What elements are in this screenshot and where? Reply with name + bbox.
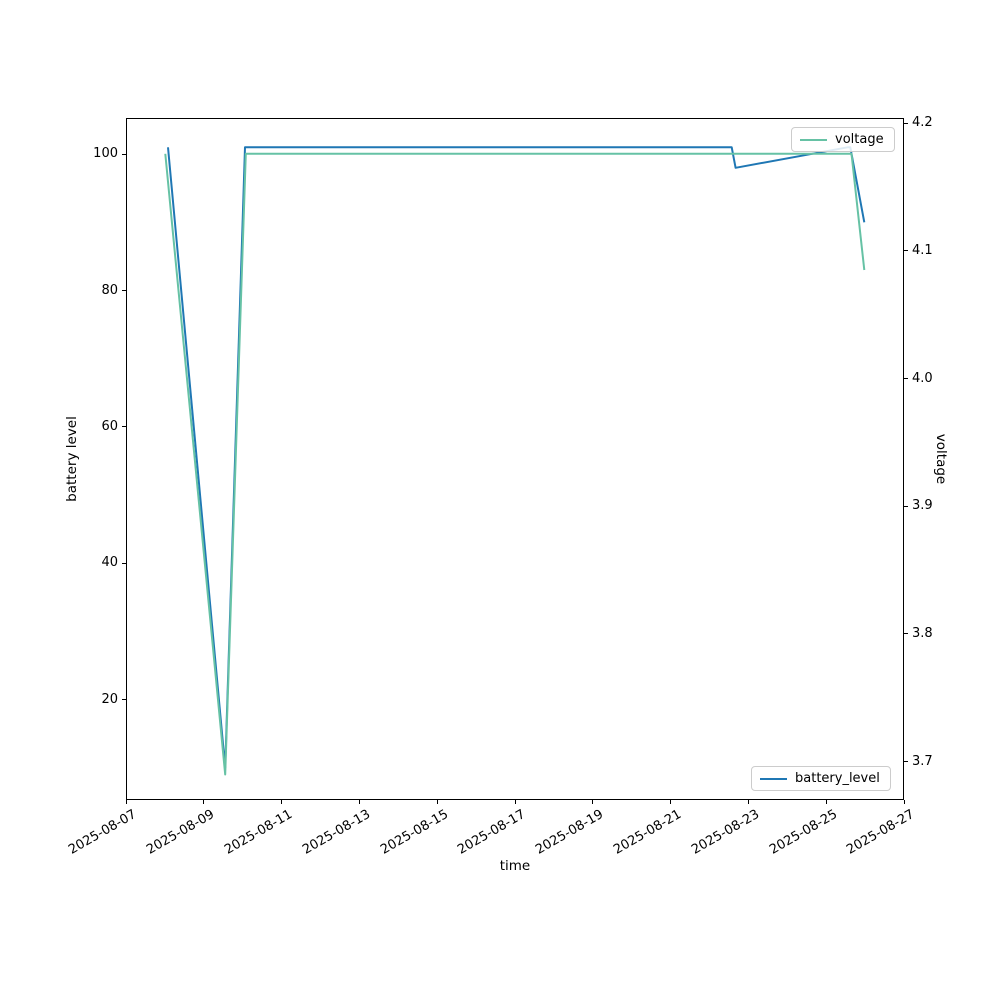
x-axis-label: time (499, 858, 531, 874)
legend-battery-label: battery_level (795, 771, 880, 786)
x-tick-mark (281, 800, 283, 804)
y-tick-mark-right (904, 250, 908, 252)
y-tick-mark-right (904, 633, 908, 635)
y-tick-mark-left (122, 426, 126, 428)
y-tick-mark-right (904, 761, 908, 763)
y-tick-label-left: 60 (101, 418, 118, 434)
y-tick-label-right: 3.9 (912, 498, 933, 514)
y-tick-label-right: 3.8 (912, 625, 933, 641)
y-tick-mark-left (122, 699, 126, 701)
y-tick-label-right: 3.7 (912, 753, 933, 769)
right-axis-label: voltage (933, 433, 949, 485)
y-tick-mark-right (904, 505, 908, 507)
x-tick-mark (903, 800, 905, 804)
voltage-line-sample (800, 138, 827, 141)
x-tick-mark (825, 800, 827, 804)
y-tick-label-right: 4.2 (912, 115, 933, 131)
voltage-line (164, 152, 866, 776)
y-tick-label-left: 100 (93, 146, 118, 162)
y-tick-mark-right (904, 378, 908, 380)
x-tick-mark (514, 800, 516, 804)
battery-level-line-sample (760, 777, 787, 780)
x-tick-mark (203, 800, 205, 804)
x-tick-mark (125, 800, 127, 804)
x-tick-mark (436, 800, 438, 804)
y-tick-label-right: 4.1 (912, 242, 933, 258)
y-tick-label-left: 40 (101, 555, 118, 571)
y-tick-label-left: 80 (101, 282, 118, 298)
plot-area (126, 118, 904, 800)
x-tick-mark (670, 800, 672, 804)
x-tick-mark (592, 800, 594, 804)
x-tick-mark (747, 800, 749, 804)
y-tick-label-left: 20 (101, 691, 118, 707)
y-tick-mark-left (122, 153, 126, 155)
y-tick-mark-right (904, 122, 908, 124)
left-axis-label: battery level (64, 416, 80, 502)
y-tick-mark-left (122, 562, 126, 564)
legend-battery-level: battery_level (751, 766, 891, 791)
x-tick-mark (358, 800, 360, 804)
legend-voltage: voltage (791, 127, 895, 152)
legend-voltage-label: voltage (835, 132, 884, 147)
y-tick-mark-left (122, 290, 126, 292)
y-tick-label-right: 4.0 (912, 370, 933, 386)
